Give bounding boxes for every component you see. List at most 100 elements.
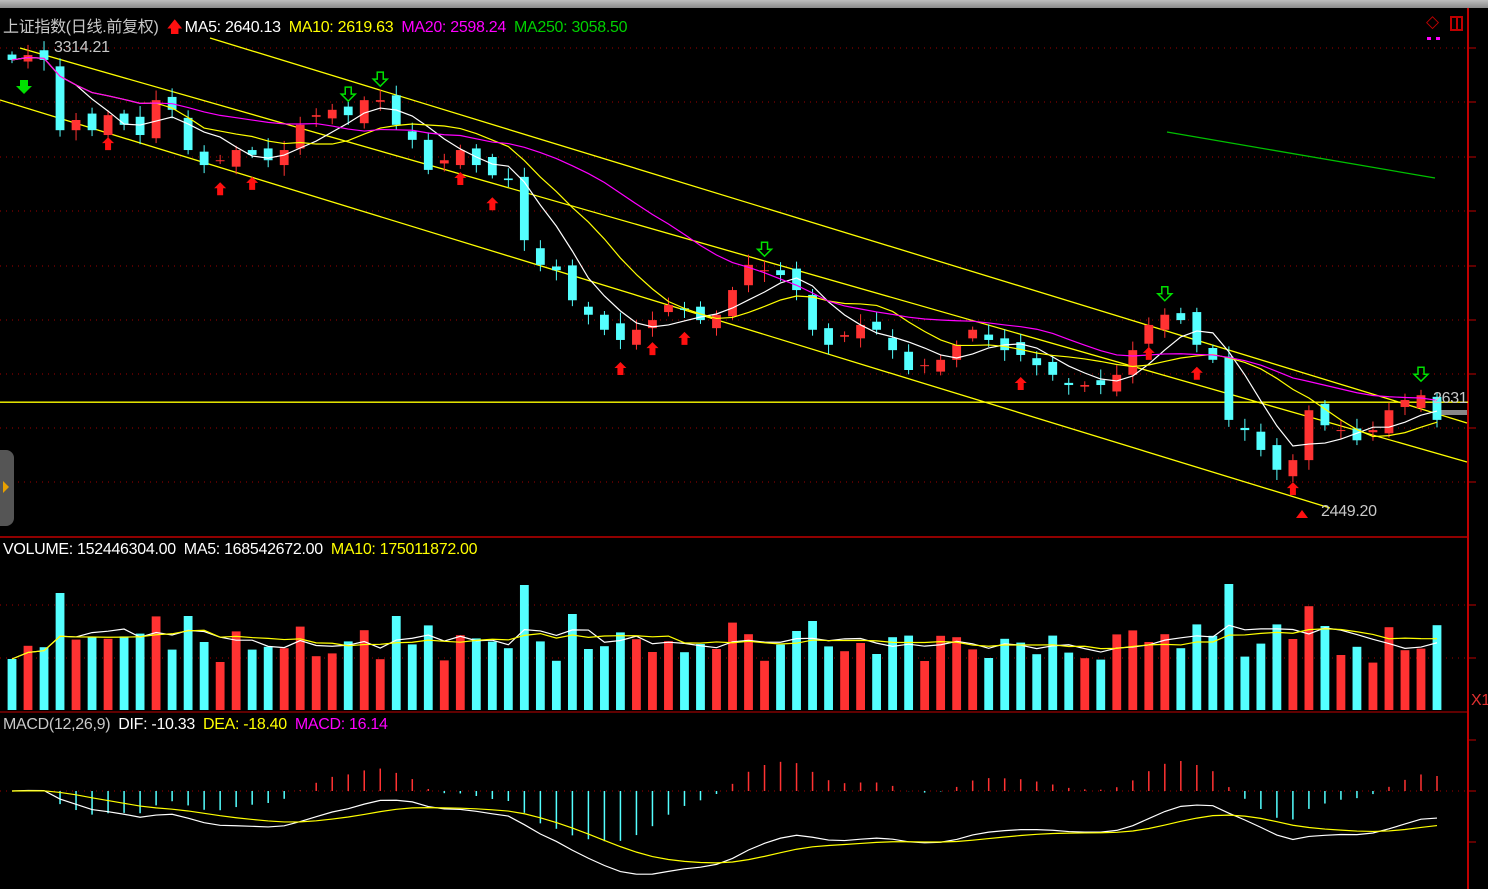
candle-body [936, 359, 946, 372]
dea-line [11, 790, 1438, 864]
volume-bar [231, 631, 241, 710]
candle-body [135, 116, 145, 136]
buy-signal-arrow-icon [454, 172, 467, 186]
candle-body [1240, 427, 1250, 431]
candle-body [1192, 312, 1202, 345]
volume-bar [119, 636, 129, 710]
volume-bar [1400, 650, 1410, 710]
trend-channel-line [209, 37, 1468, 424]
candle-body [503, 178, 513, 181]
buy-signal-arrow-icon [614, 361, 627, 375]
indicator-dot [1427, 37, 1431, 40]
candle-body [343, 106, 353, 116]
volume-bar [1064, 652, 1074, 710]
volume-bar [1416, 648, 1426, 710]
volume-bar [55, 593, 65, 710]
candle-body [455, 150, 465, 166]
candle-body [295, 124, 305, 149]
candle-body [712, 314, 721, 329]
volume-bar [1320, 626, 1330, 710]
ma250-line [1166, 131, 1436, 179]
volume-bar [423, 625, 433, 710]
volume-bar [744, 634, 753, 710]
candle-body [792, 268, 801, 291]
candle-body [103, 115, 113, 136]
candle-body [263, 148, 273, 161]
up-arrow-icon: 🡅 [166, 19, 183, 36]
candle-body [1000, 338, 1010, 351]
sidebar-toggle-tab[interactable] [0, 450, 14, 526]
volume-bar [1432, 625, 1442, 710]
volume-bar [535, 641, 545, 710]
diamond-icon[interactable]: ◇ [1426, 12, 1439, 31]
candle-body [744, 264, 753, 286]
volume-bar [824, 646, 833, 710]
sell-signal-arrow-icon [1412, 366, 1430, 383]
buy-signal-arrow-icon [214, 182, 227, 196]
volume-bar [760, 660, 769, 710]
layout-toggle-icon[interactable] [1450, 16, 1463, 31]
candle-body [1016, 342, 1026, 355]
ma10-value: MA10: 2619.63 [288, 19, 394, 36]
candle-body [423, 139, 433, 170]
volume-bar [776, 644, 785, 710]
volume-bar [439, 660, 449, 710]
candle-body [856, 324, 865, 339]
candle-body [519, 176, 529, 241]
candle-body [87, 113, 97, 131]
volume-bar [327, 653, 337, 710]
candle-body [1096, 380, 1106, 386]
candle-body [151, 100, 161, 139]
volume-bar [904, 635, 914, 710]
candle-body [1368, 430, 1378, 433]
buy-signal-arrow-icon [102, 137, 115, 151]
candle-body [1336, 430, 1346, 432]
volume-bar [1192, 624, 1202, 710]
candle-body [39, 50, 49, 60]
volume-bar [407, 644, 417, 710]
last-price-label: 2631 [1433, 390, 1468, 407]
volume-bar [1000, 638, 1010, 710]
volume-bar [295, 626, 305, 710]
volume-axis-unit: X1 [1471, 692, 1488, 709]
buy-signal-arrow-icon [678, 331, 691, 345]
candle-body [1048, 361, 1058, 375]
candle-body [584, 306, 593, 315]
volume-bar [151, 616, 161, 710]
candle-body [1272, 445, 1282, 470]
candle-body [183, 117, 193, 151]
candle-body [984, 334, 994, 340]
volume-bar [920, 661, 930, 710]
volume-bar [311, 656, 321, 710]
volume-bar [39, 647, 49, 710]
volume-bar [1352, 646, 1362, 710]
buy-signal-arrow-icon [1190, 366, 1203, 380]
candle-body [1416, 395, 1426, 409]
volume-bar [487, 641, 497, 710]
volume-bar [199, 642, 209, 710]
volume-bar [1256, 643, 1266, 710]
ma5-value: MA5: 2640.13 [184, 19, 281, 36]
volume-bar [263, 646, 273, 710]
candle-body [1288, 460, 1298, 477]
volume-bar [1160, 634, 1170, 710]
volume-bar [279, 648, 289, 710]
volume-bar [183, 616, 193, 710]
candle-body [808, 294, 817, 330]
candle-body [1224, 356, 1234, 420]
volume-bar [664, 641, 673, 710]
volume-bar [391, 616, 401, 710]
candle-body [728, 290, 737, 317]
candle-body [71, 120, 81, 131]
candle-body [551, 266, 561, 271]
volume-ma10: MA10: 175011872.00 [330, 541, 478, 558]
candle-body [920, 365, 930, 367]
volume-bar [712, 649, 721, 710]
volume-bar [1144, 642, 1154, 710]
volume-bar [888, 637, 898, 710]
low-marker-icon [1296, 510, 1308, 518]
high-price-label: 3314.21 [54, 39, 110, 56]
volume-bar [1128, 630, 1138, 710]
candle-body [439, 160, 449, 164]
